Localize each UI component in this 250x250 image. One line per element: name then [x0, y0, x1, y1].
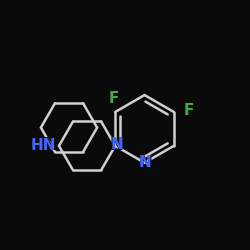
- Text: N: N: [138, 154, 152, 172]
- Text: HN: HN: [30, 136, 58, 154]
- Text: F: F: [109, 91, 119, 106]
- Text: N: N: [139, 155, 152, 170]
- Text: HN: HN: [31, 138, 56, 153]
- Text: N: N: [110, 136, 124, 154]
- Text: F: F: [183, 102, 195, 120]
- Text: N: N: [110, 137, 123, 152]
- Text: F: F: [184, 103, 194, 118]
- Text: F: F: [108, 90, 120, 108]
